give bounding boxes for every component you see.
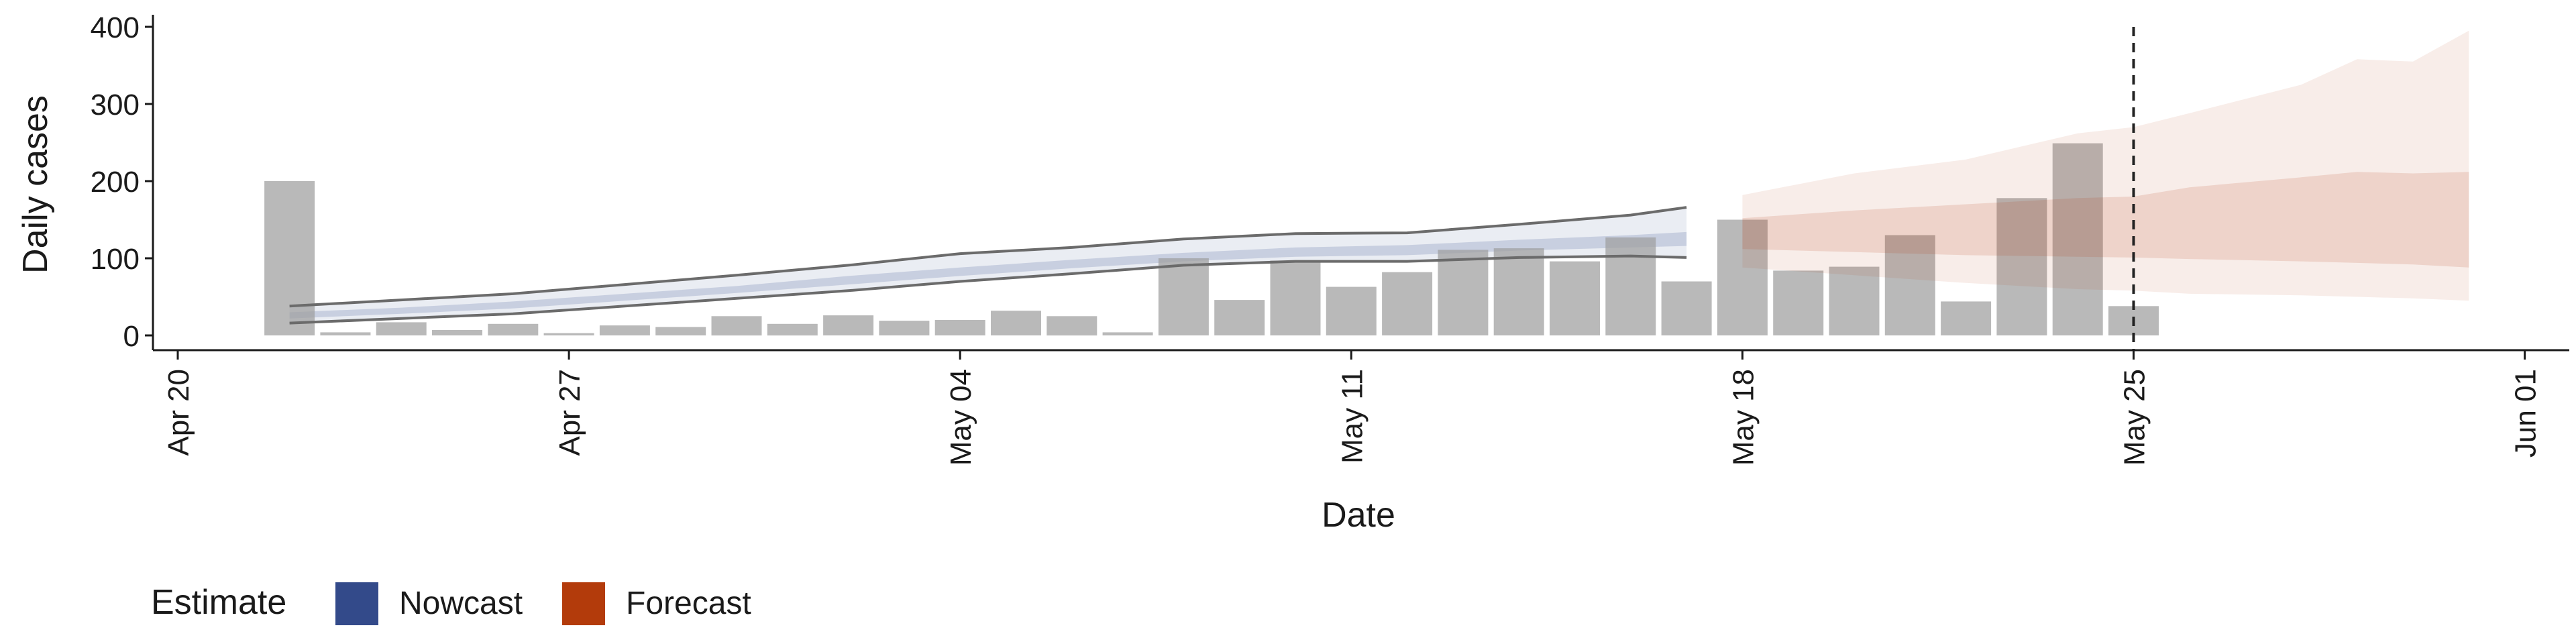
forecast-90-band bbox=[1742, 30, 2469, 301]
x-axis-ticks: Apr 20 Apr 27 May 04 May 11 May 18 May 25 Jun … bbox=[162, 350, 2542, 466]
nowcast-90-band bbox=[289, 207, 1687, 323]
legend-label-nowcast: Nowcast bbox=[399, 586, 523, 621]
case-bar bbox=[1382, 272, 1433, 335]
case-bar bbox=[1046, 316, 1097, 336]
y-tick-label: 100 bbox=[91, 243, 140, 276]
case-bar bbox=[934, 320, 985, 335]
case-bar bbox=[1326, 286, 1377, 335]
case-bar bbox=[432, 329, 482, 335]
x-tick-label: May 25 bbox=[2118, 369, 2151, 466]
case-bar bbox=[1102, 332, 1153, 335]
y-tick-label: 400 bbox=[91, 11, 140, 44]
case-bar bbox=[1773, 270, 1824, 335]
x-tick-label: May 04 bbox=[945, 369, 977, 466]
axes: 0 100 200 300 400 Apr 20 Apr 27 May 04 May 11 Ma… bbox=[91, 11, 2569, 466]
case-bar bbox=[264, 181, 315, 335]
case-bar bbox=[1661, 281, 1712, 335]
nowcast-50-band bbox=[289, 231, 1687, 319]
x-tick-label: May 11 bbox=[1336, 369, 1368, 464]
forecast-50-band bbox=[1742, 172, 2469, 268]
legend-swatch-nowcast bbox=[335, 582, 378, 625]
estimate-bands bbox=[289, 207, 1687, 323]
case-bar bbox=[1605, 237, 1656, 335]
case-bar bbox=[879, 321, 930, 335]
case-bar bbox=[1941, 301, 1992, 335]
nowcast-lower-line bbox=[289, 254, 1687, 325]
case-bar bbox=[1717, 219, 1768, 335]
y-tick-label: 200 bbox=[91, 166, 140, 199]
case-bar bbox=[1996, 198, 2047, 335]
y-axis-ticks: 0 100 200 300 400 bbox=[91, 11, 153, 353]
x-tick-label: Jun 01 bbox=[2510, 369, 2542, 458]
legend-title: Estimate bbox=[151, 583, 286, 622]
case-bar bbox=[1214, 300, 1265, 335]
y-axis-label: Daily cases bbox=[16, 95, 55, 274]
case-bar bbox=[1270, 260, 1321, 335]
x-tick-label: Apr 20 bbox=[162, 369, 195, 456]
legend-items: Nowcast Forecast bbox=[335, 582, 751, 625]
case-bar bbox=[711, 316, 762, 336]
y-tick-label: 0 bbox=[123, 320, 140, 353]
case-bar bbox=[823, 315, 874, 335]
observed-case-bars bbox=[264, 143, 2159, 336]
case-bar bbox=[1884, 235, 1935, 335]
case-bar bbox=[599, 325, 650, 335]
x-tick-label: Apr 27 bbox=[553, 369, 586, 456]
nowcast-upper-line bbox=[289, 206, 1687, 308]
case-bar bbox=[655, 327, 706, 335]
x-axis-label: Date bbox=[1322, 496, 1395, 535]
forecast-bands bbox=[1742, 30, 2469, 301]
legend-label-forecast: Forecast bbox=[626, 586, 751, 621]
case-bar bbox=[1438, 250, 1489, 335]
case-bar bbox=[2052, 143, 2103, 335]
y-tick-label: 300 bbox=[91, 89, 140, 121]
case-bar bbox=[543, 333, 594, 335]
nowcast-interval-lines bbox=[289, 206, 1687, 325]
legend-swatch-forecast bbox=[562, 582, 605, 625]
x-tick-label: May 18 bbox=[1727, 369, 1760, 466]
legend: Estimate Nowcast Forecast bbox=[151, 582, 751, 625]
case-bar bbox=[320, 332, 371, 335]
case-bar bbox=[991, 311, 1041, 335]
case-bar bbox=[376, 322, 427, 335]
case-bar bbox=[767, 323, 818, 336]
case-bar bbox=[488, 323, 539, 336]
case-bar bbox=[1550, 261, 1600, 335]
case-bar bbox=[1493, 248, 1544, 335]
case-bar bbox=[1158, 258, 1209, 335]
case-bar bbox=[1829, 266, 1880, 335]
